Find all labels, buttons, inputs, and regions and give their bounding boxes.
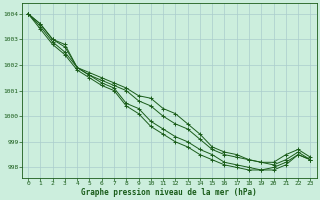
X-axis label: Graphe pression niveau de la mer (hPa): Graphe pression niveau de la mer (hPa) [81, 188, 257, 197]
